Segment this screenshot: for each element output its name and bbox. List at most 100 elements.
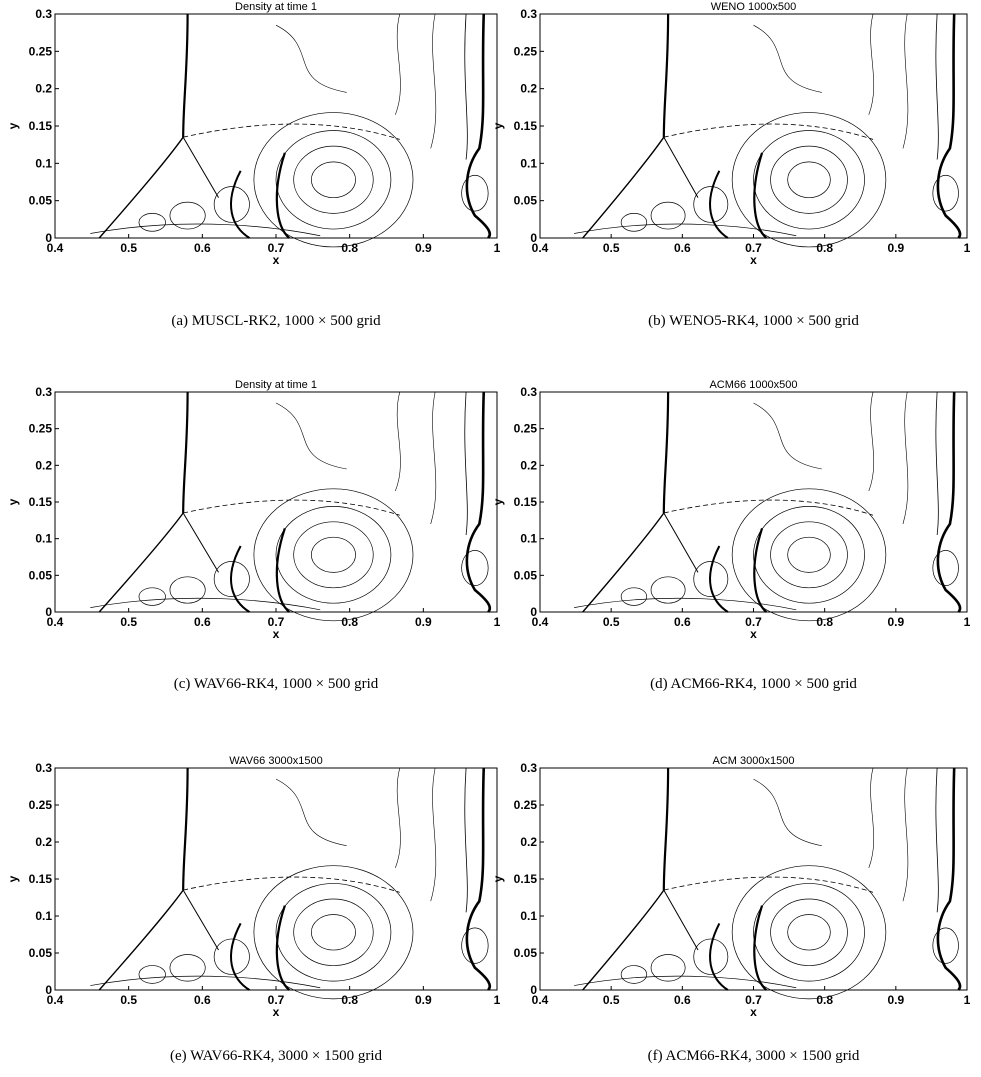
contour-line (664, 392, 668, 513)
contour-line (710, 923, 728, 990)
x-tick-label: 0.4 (532, 615, 549, 629)
y-tick-label: 0.2 (520, 458, 537, 472)
y-tick-label: 0.2 (35, 82, 52, 96)
x-tick-label: 0.6 (194, 993, 211, 1007)
vortex-contour (311, 537, 355, 572)
contour-line (664, 877, 873, 892)
contour-line (936, 392, 938, 535)
vortex-contour (933, 928, 959, 964)
contour-line (938, 14, 960, 238)
contour-plot (90, 14, 489, 247)
y-tick-label: 0.1 (35, 909, 52, 923)
y-tick-label: 0.1 (520, 909, 537, 923)
x-tick-label: 0.9 (887, 241, 904, 255)
vortex-contour (621, 966, 647, 984)
vortex-contour (754, 506, 865, 603)
vortex-contour (933, 550, 959, 585)
y-tick-label: 0 (530, 605, 537, 619)
panel-title: ACM 3000x1500 (713, 755, 795, 767)
x-axis-label: x (750, 627, 757, 641)
vortex-contour (276, 506, 391, 603)
contour-line (431, 392, 436, 524)
y-tick-label: 0.05 (514, 946, 538, 960)
x-axis-label: x (750, 253, 757, 267)
panel: ACM66 1000x500 0.4 0.5 0.6 0.7 0.8 0.9 1 0 0.05 0.… (491, 379, 971, 692)
x-axis-label: x (273, 253, 280, 267)
y-axis-label: y (6, 875, 20, 882)
contour-line (431, 768, 436, 901)
vortex-contour (462, 928, 489, 964)
contour-line (754, 779, 822, 846)
x-tick-label: 1 (494, 993, 501, 1007)
y-tick-label: 0.05 (514, 194, 538, 208)
vortex-contour (254, 866, 413, 999)
contour-line (90, 976, 320, 988)
x-tick-label: 0.7 (268, 241, 285, 255)
vortex-contour (788, 915, 831, 951)
y-tick-label: 0.15 (514, 119, 538, 133)
vortex-contour (294, 522, 374, 588)
contour-line (938, 768, 960, 990)
y-tick-label: 0.25 (29, 422, 53, 436)
y-tick-label: 0.2 (35, 835, 52, 849)
contour-line (664, 124, 873, 139)
vortex-contour (214, 939, 249, 975)
contour-line (664, 890, 698, 950)
x-tick-label: 0.9 (415, 615, 432, 629)
vortex-contour (771, 146, 848, 213)
contour-line (395, 14, 400, 115)
y-tick-label: 0.3 (520, 7, 537, 21)
contour-line (99, 890, 183, 990)
contour-line (938, 392, 960, 612)
x-tick-label: 0.4 (532, 241, 549, 255)
panel-title: ACM66 1000x500 (709, 379, 797, 391)
contour-line (936, 14, 938, 160)
x-tick-label: 0.8 (816, 615, 833, 629)
contour-plot (574, 392, 960, 621)
contour-line (90, 224, 320, 236)
contour-line (467, 768, 490, 990)
y-tick-label: 0.15 (514, 872, 538, 886)
y-tick-label: 0.15 (29, 872, 53, 886)
panel-title: Density at time 1 (235, 379, 317, 391)
y-axis-label: y (491, 875, 505, 882)
panel-title: WENO 1000x500 (711, 1, 797, 13)
contour-line (395, 392, 400, 491)
y-tick-label: 0.25 (514, 44, 538, 58)
contour-line (903, 392, 908, 524)
y-tick-label: 0.1 (520, 532, 537, 546)
x-tick-label: 1 (964, 993, 971, 1007)
contour-line (231, 923, 249, 990)
contour-line (936, 768, 938, 912)
vortex-contour (694, 561, 728, 596)
vortex-contour (170, 202, 205, 229)
contour-line (183, 768, 187, 890)
vortex-contour (254, 113, 413, 247)
x-tick-label: 0.9 (887, 993, 904, 1007)
caption: (c) WAV66-RK4, 1000 × 500 grid (174, 676, 379, 692)
contour-line (183, 500, 400, 515)
contour-line (183, 124, 400, 139)
vortex-contour (170, 577, 205, 603)
y-tick-label: 0.15 (514, 495, 538, 509)
contour-line (183, 14, 187, 137)
panel: Density at time 1 0.4 0.5 0.6 0.7 0.8 0.9 1 0 0.0… (6, 1, 501, 329)
y-tick-label: 0.1 (35, 156, 52, 170)
contour-line (183, 877, 400, 892)
x-tick-label: 0.5 (120, 241, 137, 255)
x-tick-label: 0.8 (816, 993, 833, 1007)
vortex-contour (214, 561, 249, 596)
y-tick-label: 0.05 (514, 568, 538, 582)
contour-line (183, 392, 187, 513)
x-tick-label: 1 (494, 615, 501, 629)
x-tick-label: 0.5 (603, 241, 620, 255)
contour-plot (574, 14, 960, 247)
y-tick-label: 0.05 (29, 568, 53, 582)
contour-line (664, 768, 668, 890)
y-tick-label: 0.2 (520, 835, 537, 849)
x-axis-label: x (273, 627, 280, 641)
contour-line (276, 403, 347, 469)
vortex-contour (276, 130, 391, 229)
contour-line (231, 171, 249, 238)
vortex-contour (651, 577, 685, 603)
